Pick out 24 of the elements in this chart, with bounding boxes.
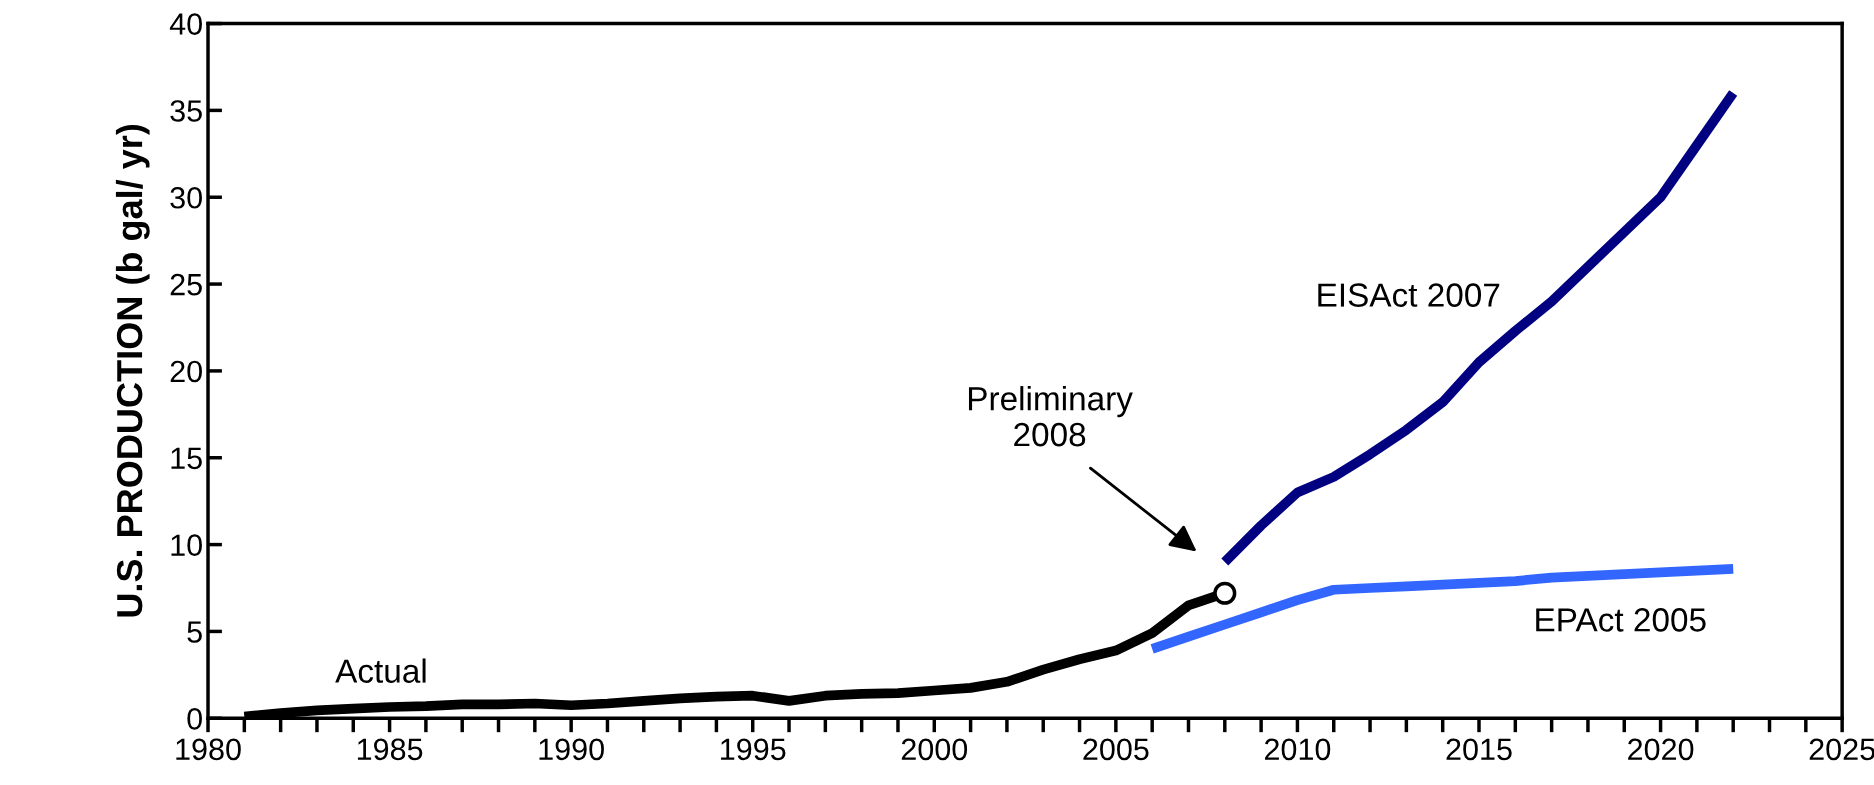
y-tick-label: 20 (170, 360, 202, 383)
x-tick-label: 2020 (1628, 738, 1694, 761)
x-tick-label: 2025 (1809, 738, 1874, 761)
series-label: Actual (335, 658, 426, 683)
x-tick-label: 2005 (1083, 738, 1149, 761)
y-tick-label: 25 (170, 273, 202, 296)
x-tick-label: 1980 (176, 738, 241, 761)
annotation: Preliminary 2008 (968, 386, 1133, 447)
x-tick-label: 2010 (1264, 738, 1331, 761)
x-tick-label: 1985 (357, 738, 423, 761)
x-tick-label: 2000 (901, 738, 968, 761)
y-tick-label: 10 (171, 534, 202, 556)
x-tick-label: 1990 (539, 738, 604, 761)
y-tick-label: 40 (169, 13, 202, 35)
series-label: EPAct 2005 (1536, 608, 1706, 632)
y-tick-label: 15 (171, 447, 202, 470)
series-label: EISAct 2007 (1318, 283, 1500, 307)
x-tick-label: 2015 (1446, 738, 1512, 761)
y-tick-label: 35 (170, 100, 202, 122)
x-tick-label: 1995 (721, 738, 786, 761)
y-tick-label: 30 (170, 186, 202, 209)
y-tick-label: 0 (187, 708, 202, 730)
y-axis-title: U.S. PRODUCTION (b gal/ yr) (115, 124, 150, 617)
y-tick-label: 5 (187, 621, 202, 643)
